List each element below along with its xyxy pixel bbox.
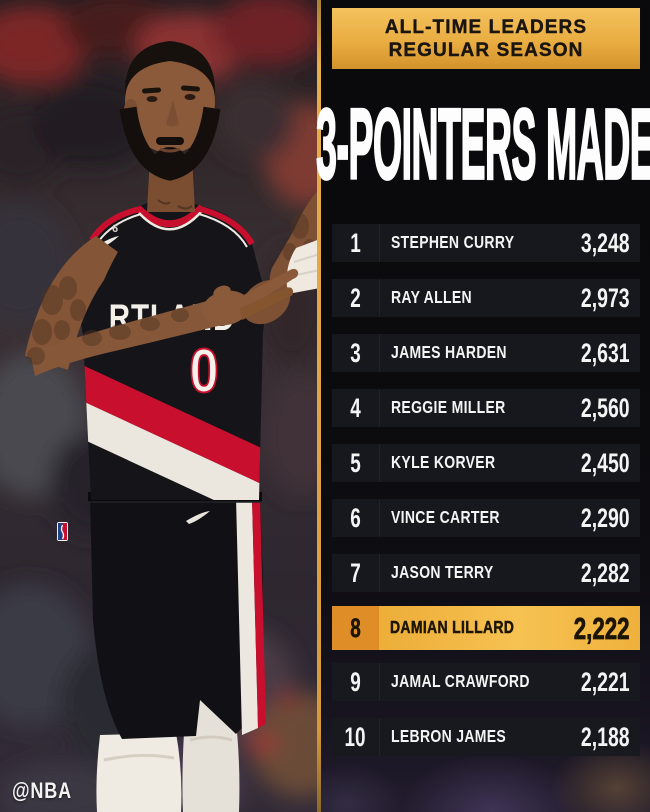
gold-divider-line [317,0,321,812]
header-band: ALL-TIME LEADERS REGULAR SEASON [332,8,640,69]
crowd-bokeh [0,0,320,812]
row-player-name: KYLE KORVER [391,453,496,472]
row-value: 2,221 [581,666,630,697]
row-player-name: LEBRON JAMES [391,727,507,746]
row-value: 2,222 [574,610,630,646]
row-player-name: JASON TERRY [391,563,494,582]
page-title: 3-POINTERS MADE [316,86,650,201]
player-head [119,41,221,212]
player-jersey: 6 RTLAND 0 [77,203,267,500]
leaderboard-row: 3 JAMES HARDEN 2,631 [332,334,640,372]
leaderboard-row: 8 DAMIAN LILLARD 2,222 [332,606,640,650]
row-value: 2,188 [581,721,630,752]
jersey-sash [77,350,267,500]
row-rank: 4 [332,389,380,427]
nba-logo-patch [57,522,68,541]
header-line2: REGULAR SEASON [388,39,584,61]
header-line1: ALL-TIME LEADERS [384,16,588,38]
row-player-name: STEPHEN CURRY [391,233,515,252]
leaderboard-row: 5 KYLE KORVER 2,450 [332,444,640,482]
leaderboard-rows: 1 STEPHEN CURRY 3,248 2 RAY ALLEN 2,973 … [332,224,640,773]
row-rank: 7 [332,554,380,592]
row-rank: 1 [332,224,380,262]
leaderboard-row: 9 JAMAL CRAWFORD 2,221 [332,663,640,701]
leaderboard-row: 4 REGGIE MILLER 2,560 [332,389,640,427]
row-value: 2,282 [581,557,630,588]
leaderboard-row: 1 STEPHEN CURRY 3,248 [332,224,640,262]
nba-watermark: @NBA [12,778,72,803]
player-illustration: 6 RTLAND 0 [0,0,320,812]
nike-swoosh-shorts [186,511,210,524]
row-rank: 3 [332,334,380,372]
row-rank: 6 [332,499,380,537]
row-rank: 9 [332,663,380,701]
leaderboard-row: 2 RAY ALLEN 2,973 [332,279,640,317]
jersey-number: 0 [189,337,218,406]
row-player-name: VINCE CARTER [391,508,500,527]
leaderboard-row: 7 JASON TERRY 2,282 [332,554,640,592]
row-player-name: JAMAL CRAWFORD [391,672,530,691]
row-player-name: JAMES HARDEN [391,343,507,362]
jersey-shoulder-patch: 6 [112,223,118,235]
leaderboard-row: 6 VINCE CARTER 2,290 [332,499,640,537]
pointing-hand [202,290,250,326]
wrist-tape [286,239,320,294]
row-rank: 2 [332,279,380,317]
row-value: 2,973 [581,282,630,313]
row-player-name: REGGIE MILLER [391,398,506,417]
row-rank: 5 [332,444,380,482]
leaderboard-row: 10 LEBRON JAMES 2,188 [332,718,640,756]
player-photo: 6 RTLAND 0 [0,0,320,812]
row-rank: 8 [332,606,379,650]
row-value: 2,290 [581,502,630,533]
leaderboard-panel: ALL-TIME LEADERS REGULAR SEASON 3-POINTE… [316,0,650,812]
row-player-name: DAMIAN LILLARD [390,618,515,637]
row-player-name: RAY ALLEN [391,288,472,307]
row-rank: 10 [332,718,380,756]
row-value: 3,248 [581,227,630,258]
row-value: 2,560 [581,392,630,423]
row-value: 2,631 [581,337,630,368]
row-value: 2,450 [581,447,630,478]
player-arms [25,188,320,376]
